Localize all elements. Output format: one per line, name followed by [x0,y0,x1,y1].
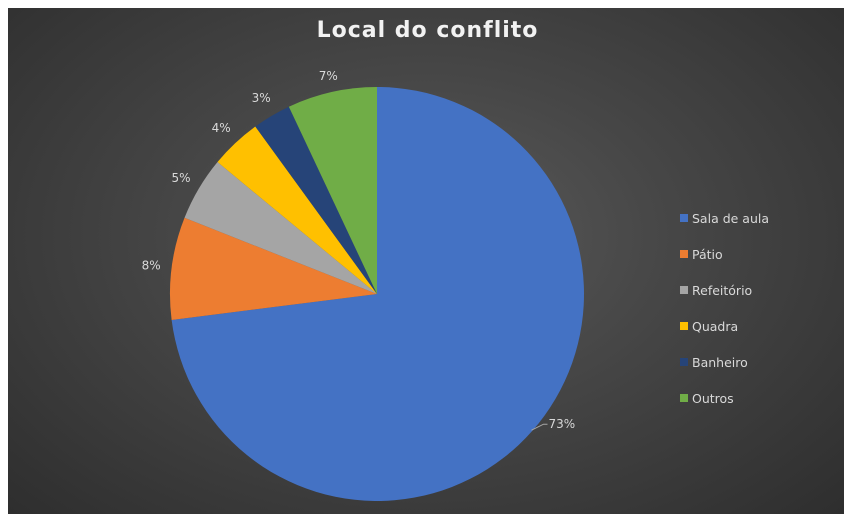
pie-slice-p-tio [170,217,377,320]
legend-swatch [680,214,688,222]
legend-swatch [680,322,688,330]
data-label-sala-de-aula: 73% [548,417,575,431]
legend-item-sala-de-aula: Sala de aula [680,200,845,236]
pie-slice-outros [288,87,377,294]
legend-label: Refeitório [692,282,753,298]
legend-item-outros: Outros [680,380,845,416]
legend-label: Sala de aula [692,210,770,226]
legend-item-p-tio: Pátio [680,236,845,272]
data-label-refeit-rio: 5% [171,171,190,185]
leader-line-sala-de-aula [531,423,548,431]
chart-title: Local do conflito [316,18,539,43]
legend-swatch [680,286,688,294]
legend-item-quadra: Quadra [680,308,845,344]
legend-item-refeit-rio: Refeitório [680,272,845,308]
legend: Sala de aula Pátio Refeitório Quadra Banheir… [680,200,845,416]
legend-label: Pátio [692,246,723,262]
pie-slice-quadra [217,126,377,295]
data-label-p-tio: 8% [142,258,161,272]
legend-label: Banheiro [692,354,748,370]
legend-swatch [680,394,688,402]
legend-swatch [680,250,688,258]
pie-slice-sala-de-aula [171,87,584,502]
pie-slice-refeit-rio [184,162,377,294]
legend-swatch [680,358,688,366]
legend-item-banheiro: Banheiro [680,344,845,380]
legend-label: Outros [692,390,734,406]
legend-label: Quadra [692,318,739,334]
data-label-banheiro: 3% [252,91,271,105]
pie-slice-banheiro [255,106,377,294]
data-label-outros: 7% [319,69,338,83]
data-label-quadra: 4% [212,121,231,135]
